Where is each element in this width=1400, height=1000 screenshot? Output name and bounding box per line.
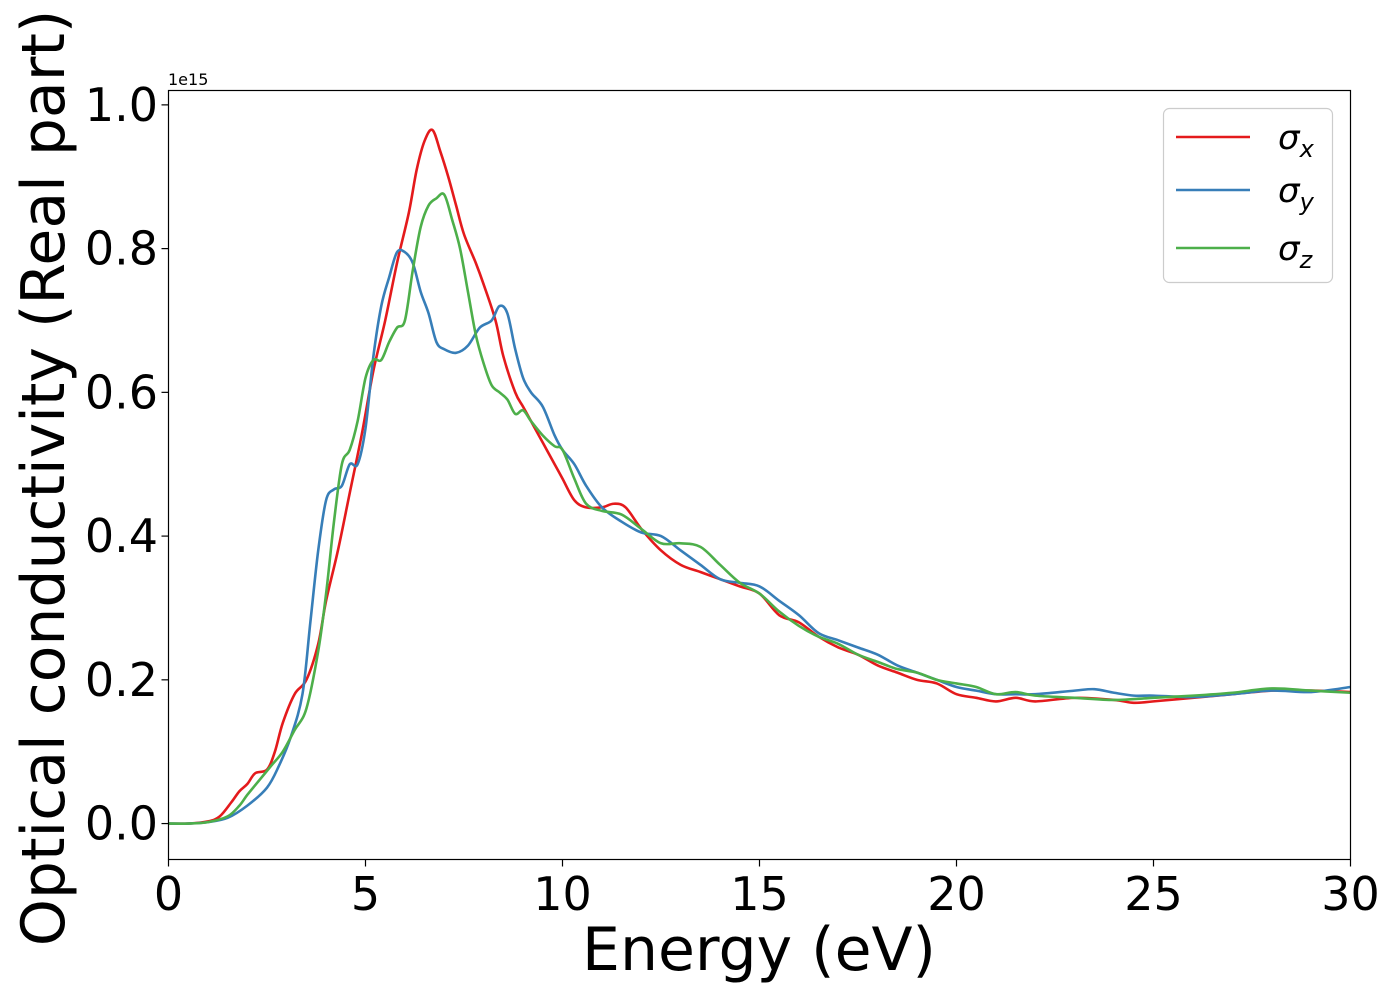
x-axis-title: Energy (eV) [582,915,936,985]
y-tick-label: 0.6 [85,365,158,419]
legend-box [1162,107,1334,284]
x-tick-label: 15 [730,867,789,921]
legend-subscript: z [1299,246,1314,274]
legend-symbol: σ [1278,229,1301,269]
series-layer [168,128,1351,826]
series-line-z [168,192,1351,825]
x-tick-label: 5 [351,867,380,921]
x-tick-label: 10 [533,867,592,921]
legend-label-y: σy [1278,171,1315,216]
legend-symbol: σ [1278,171,1301,211]
x-tick-label: 30 [1321,867,1380,921]
y-tick-label: 1.0 [85,78,158,132]
y-axis: 0.0 0.2 0.4 0.6 0.8 1.0 [85,78,169,851]
y-tick-label: 0.2 [85,653,158,707]
legend-symbol: σ [1278,118,1301,158]
y-tick-label: 0.0 [85,797,158,851]
x-tick-label: 25 [1124,867,1183,921]
legend-subscript: x [1299,135,1315,163]
legend-subscript: y [1299,188,1315,216]
y-offset-label: 1e15 [168,70,208,89]
y-tick-label: 0.8 [85,222,158,276]
legend-label-x: σx [1278,118,1315,163]
x-axis: 0 5 10 15 20 25 30 [154,859,1380,921]
x-tick-label: 0 [154,867,183,921]
y-axis-title: Optical conductivity (Real part) [9,10,79,947]
y-tick-label: 0.4 [85,509,158,563]
legend-label-z: σz [1278,229,1314,274]
series-line-x [168,128,1351,826]
x-tick-label: 20 [927,867,986,921]
